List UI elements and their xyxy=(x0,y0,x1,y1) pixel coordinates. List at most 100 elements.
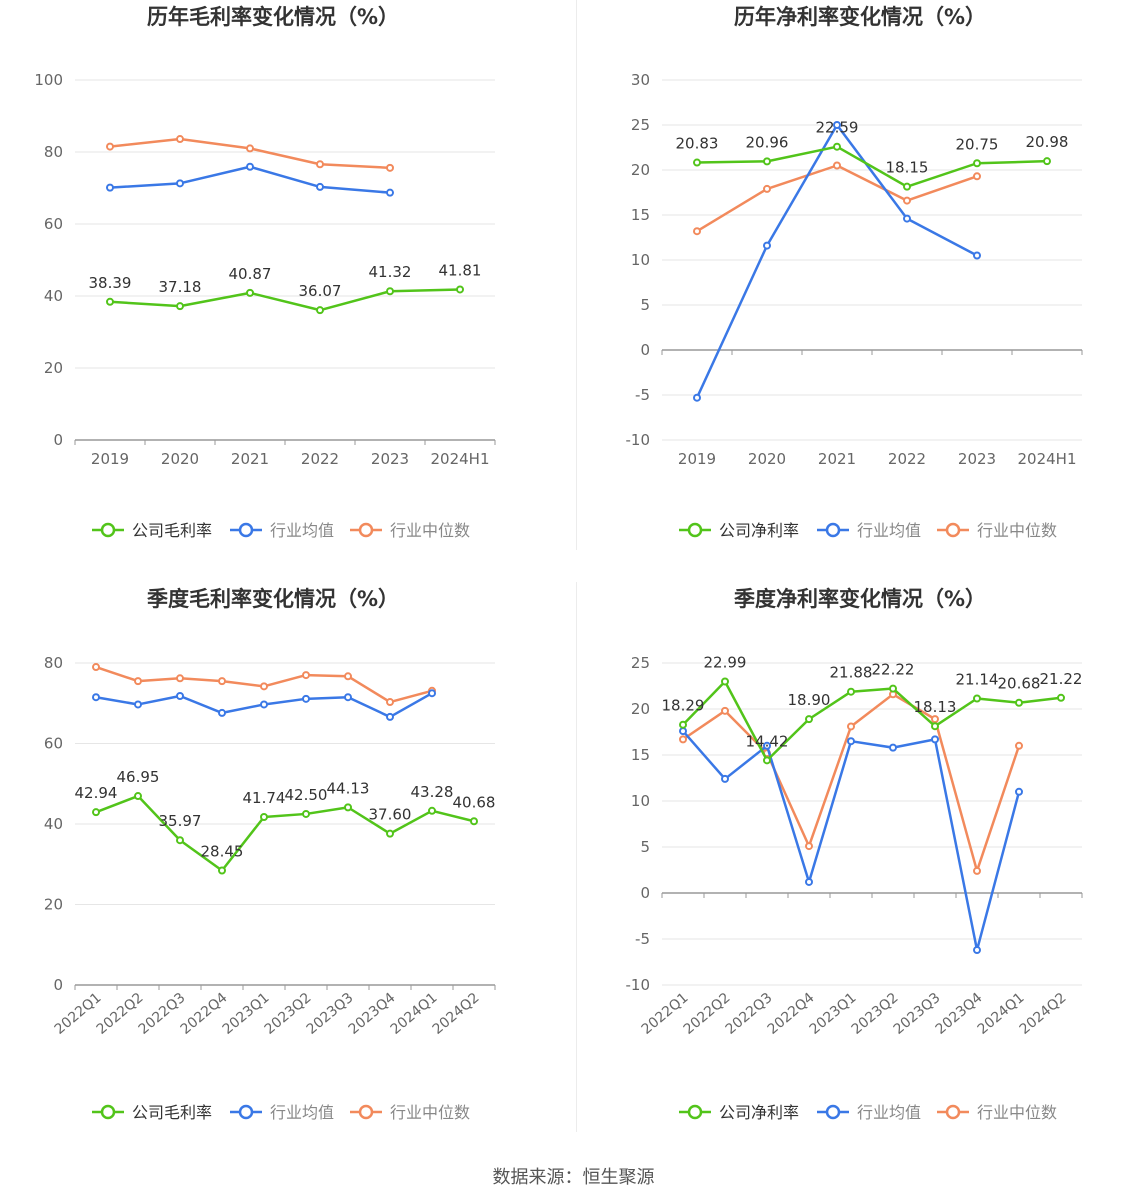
data-point-company xyxy=(763,157,771,166)
data-point-company xyxy=(833,142,841,151)
data-point-median xyxy=(973,866,981,875)
data-point-company xyxy=(106,297,114,306)
series-line-company xyxy=(95,794,475,872)
data-point-avg xyxy=(721,774,729,783)
legend-label: 行业中位数 xyxy=(390,521,470,540)
legend-label: 行业均值 xyxy=(270,521,334,540)
legend-label: 行业中位数 xyxy=(977,521,1057,540)
legend-marker xyxy=(687,522,703,538)
data-point-avg xyxy=(316,182,324,191)
data-label: 18.90 xyxy=(788,691,831,709)
legend-item-median: 行业中位数 xyxy=(350,1103,470,1122)
data-point-company xyxy=(470,817,478,826)
y-tick-label: 25 xyxy=(631,654,650,672)
data-label: 28.45 xyxy=(201,842,244,860)
legend-label: 行业均值 xyxy=(857,521,921,540)
data-point-avg xyxy=(344,693,352,702)
panel-divider-top xyxy=(576,0,577,550)
data-point-avg xyxy=(973,946,981,955)
data-point-company xyxy=(386,829,394,838)
data-point-company xyxy=(134,792,142,801)
data-label: 41.74 xyxy=(243,789,286,807)
data-point-median xyxy=(903,196,911,205)
data-point-avg xyxy=(763,741,771,750)
data-point-median xyxy=(973,172,981,181)
data-point-company xyxy=(428,806,436,815)
legend-label: 行业均值 xyxy=(270,1103,334,1122)
legend-item-company: 公司毛利率 xyxy=(92,1103,212,1122)
y-tick-label: 5 xyxy=(640,838,650,856)
series-line-median xyxy=(696,164,978,233)
legend-item-avg: 行业均值 xyxy=(817,1103,921,1122)
data-point-median xyxy=(1015,741,1023,750)
data-point-median xyxy=(106,142,114,151)
x-tick-label: 2022 xyxy=(888,450,926,468)
y-tick-label: 100 xyxy=(34,71,63,89)
data-point-company xyxy=(1015,698,1023,707)
data-point-avg xyxy=(889,743,897,752)
data-point-avg xyxy=(218,708,226,717)
data-label: 20.83 xyxy=(676,135,719,153)
data-point-company xyxy=(847,687,855,696)
data-label: 36.07 xyxy=(299,282,342,300)
data-label: 37.18 xyxy=(159,278,202,296)
legend-item-company: 公司净利率 xyxy=(679,1103,799,1122)
x-tick-label: 2023Q3 xyxy=(304,990,357,1038)
x-tick-label: 2022Q1 xyxy=(639,990,692,1038)
panel-divider-bottom xyxy=(576,582,577,1132)
data-point-median xyxy=(134,677,142,686)
y-tick-label: 40 xyxy=(44,287,63,305)
data-point-median xyxy=(693,227,701,236)
y-tick-label: 20 xyxy=(631,161,650,179)
legend-marker xyxy=(945,522,961,538)
data-label: 46.95 xyxy=(117,768,160,786)
data-label: 21.88 xyxy=(830,664,873,682)
data-point-median xyxy=(386,698,394,707)
y-tick-label: 20 xyxy=(44,359,63,377)
data-point-median xyxy=(386,163,394,172)
data-point-median xyxy=(246,144,254,153)
legend-marker xyxy=(687,1104,703,1120)
x-tick-label: 2023 xyxy=(371,450,409,468)
data-point-avg xyxy=(973,251,981,260)
data-point-company xyxy=(218,866,226,875)
y-tick-label: 20 xyxy=(631,700,650,718)
x-tick-label: 2020 xyxy=(748,450,786,468)
y-tick-label: 20 xyxy=(44,896,63,914)
data-label: 20.98 xyxy=(1026,133,1069,151)
chart-title: 历年净利率变化情况（%） xyxy=(734,5,986,29)
data-point-company xyxy=(889,684,897,693)
data-point-median xyxy=(805,842,813,851)
x-tick-label: 2019 xyxy=(678,450,716,468)
data-label: 20.75 xyxy=(956,135,999,153)
legend-item-avg: 行业均值 xyxy=(230,521,334,540)
legend-marker xyxy=(358,522,374,538)
y-tick-label: 15 xyxy=(631,746,650,764)
x-tick-label: 2023Q1 xyxy=(220,990,273,1038)
x-tick-label: 2024H1 xyxy=(1018,450,1077,468)
data-label: 40.68 xyxy=(453,793,496,811)
x-tick-label: 2023Q1 xyxy=(807,990,860,1038)
data-label: 38.39 xyxy=(89,274,132,292)
data-point-median xyxy=(218,677,226,686)
data-label: 21.14 xyxy=(956,671,999,689)
data-point-company xyxy=(679,720,687,729)
legend-label: 行业中位数 xyxy=(977,1103,1057,1122)
series-line-company xyxy=(109,288,461,312)
data-point-company xyxy=(973,694,981,703)
data-point-avg xyxy=(302,694,310,703)
data-label: 42.50 xyxy=(285,786,328,804)
legend-item-company: 公司毛利率 xyxy=(92,521,212,540)
data-point-median xyxy=(176,135,184,144)
data-point-company xyxy=(176,836,184,845)
data-label: 22.22 xyxy=(872,661,915,679)
data-point-median xyxy=(176,674,184,683)
legend-marker xyxy=(100,522,116,538)
data-label: 42.94 xyxy=(75,784,118,802)
data-point-median xyxy=(260,682,268,691)
legend-label: 公司净利率 xyxy=(719,521,799,540)
x-tick-label: 2022Q3 xyxy=(723,990,776,1038)
data-point-avg xyxy=(763,241,771,250)
y-tick-label: 80 xyxy=(44,654,63,672)
